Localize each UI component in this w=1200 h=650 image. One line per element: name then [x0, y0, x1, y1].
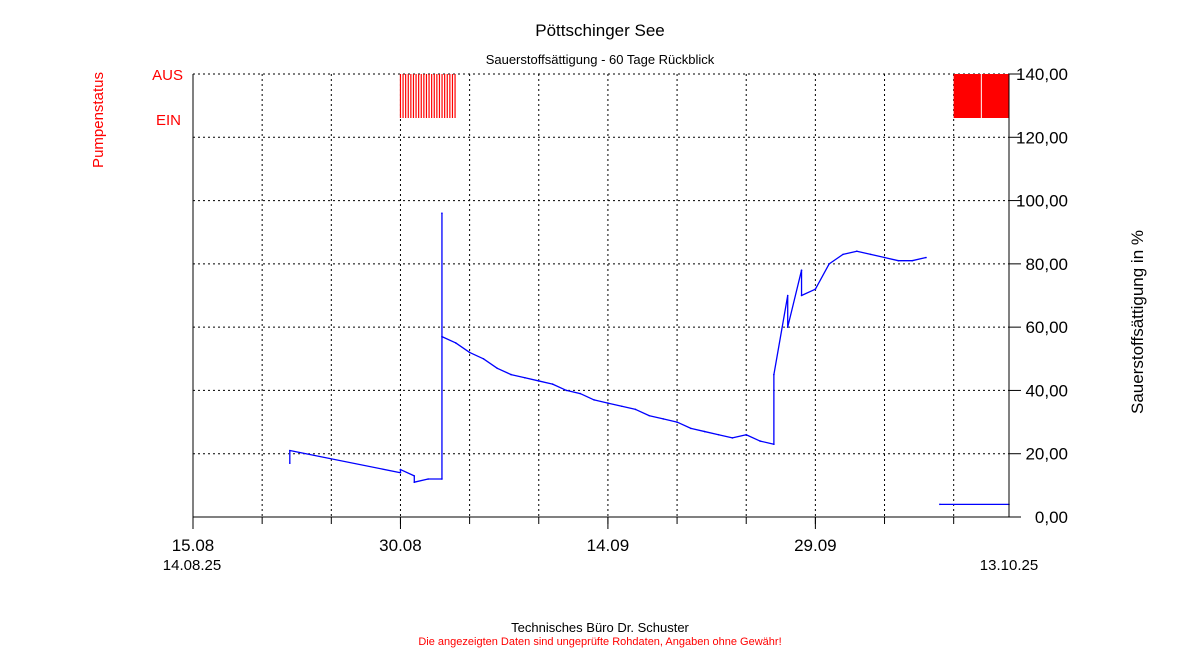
data-point — [593, 399, 595, 401]
data-point — [786, 326, 789, 328]
y-tick-label: 40,00 — [1025, 381, 1068, 400]
data-point — [731, 437, 734, 439]
y-tick-label: 0,00 — [1035, 508, 1068, 527]
data-point — [814, 288, 817, 290]
range-end-label: 13.10.25 — [980, 557, 1038, 574]
data-point — [441, 335, 443, 338]
data-point — [703, 430, 706, 433]
data-point — [648, 414, 651, 417]
data-point — [441, 212, 443, 215]
data-point — [662, 418, 665, 420]
data-point — [759, 440, 761, 442]
x-tick-label: 29.09 — [794, 536, 837, 555]
data-point — [800, 269, 803, 271]
footer-company: Technisches Büro Dr. Schuster — [511, 620, 689, 635]
data-point — [634, 408, 637, 411]
x-tick-label: 14.09 — [587, 536, 630, 555]
data-point — [828, 263, 831, 265]
y-axis-label: Sauerstoffsättigung in % — [1128, 230, 1147, 414]
data-point — [551, 383, 554, 385]
data-point — [911, 259, 913, 262]
series — [289, 212, 1010, 506]
data-point — [565, 389, 568, 392]
data-point — [842, 253, 844, 256]
data-point — [399, 471, 402, 474]
data-point — [939, 503, 941, 506]
data-point — [883, 256, 886, 259]
data-point — [897, 259, 900, 262]
data-point — [468, 351, 471, 354]
y-tick-label: 20,00 — [1025, 445, 1068, 464]
x-tick-label: 15.08 — [172, 536, 215, 555]
range-start-label: 14.08.25 — [163, 557, 221, 574]
data-point — [676, 421, 678, 423]
data-point — [427, 478, 429, 480]
data-point — [441, 478, 443, 480]
pump-state-on-label: EIN — [156, 112, 181, 129]
pump-status-bars — [399, 74, 1009, 118]
data-point — [399, 468, 402, 471]
data-point — [289, 449, 291, 452]
data-point — [620, 405, 623, 408]
data-point — [496, 367, 499, 370]
data-point — [800, 294, 803, 297]
pump-state-off-label: AUS — [152, 67, 183, 84]
series-line — [289, 212, 927, 483]
data-point — [745, 433, 748, 436]
data-point — [579, 392, 582, 395]
data-point — [773, 443, 775, 446]
y-tick-label: 80,00 — [1025, 255, 1068, 274]
x-tick-label: 30.08 — [379, 536, 422, 555]
data-point — [537, 380, 540, 382]
data-point — [717, 433, 720, 436]
y-tick-label: 140,00 — [1016, 65, 1068, 84]
chart-title: Pöttschinger See — [535, 21, 664, 40]
data-point — [454, 342, 457, 344]
grid — [192, 73, 1009, 518]
axes: 0,00 20,00 40,00 60,00 80,00 100,00 120,00 140,… — [172, 65, 1068, 555]
data-point — [856, 250, 858, 252]
chart-subtitle: Sauerstoffsättigung - 60 Tage Rückblick — [486, 52, 715, 67]
data-point — [510, 373, 512, 376]
y-tick-label: 60,00 — [1025, 318, 1068, 337]
data-point — [786, 294, 789, 297]
data-point — [607, 402, 609, 404]
data-point — [524, 376, 526, 379]
data-point — [289, 462, 291, 465]
data-point — [925, 256, 927, 259]
data-point — [690, 427, 692, 430]
footer-disclaimer: Die angezeigten Daten sind ungeprüfte Ro… — [418, 636, 781, 648]
data-point — [482, 357, 485, 360]
data-point — [773, 373, 775, 376]
data-point — [413, 481, 416, 483]
y-tick-label: 100,00 — [1016, 192, 1068, 211]
y-tick-label: 120,00 — [1016, 128, 1068, 147]
data-point — [869, 253, 872, 256]
data-point — [413, 475, 416, 477]
pump-axis-label: Pumpenstatus — [90, 72, 107, 168]
